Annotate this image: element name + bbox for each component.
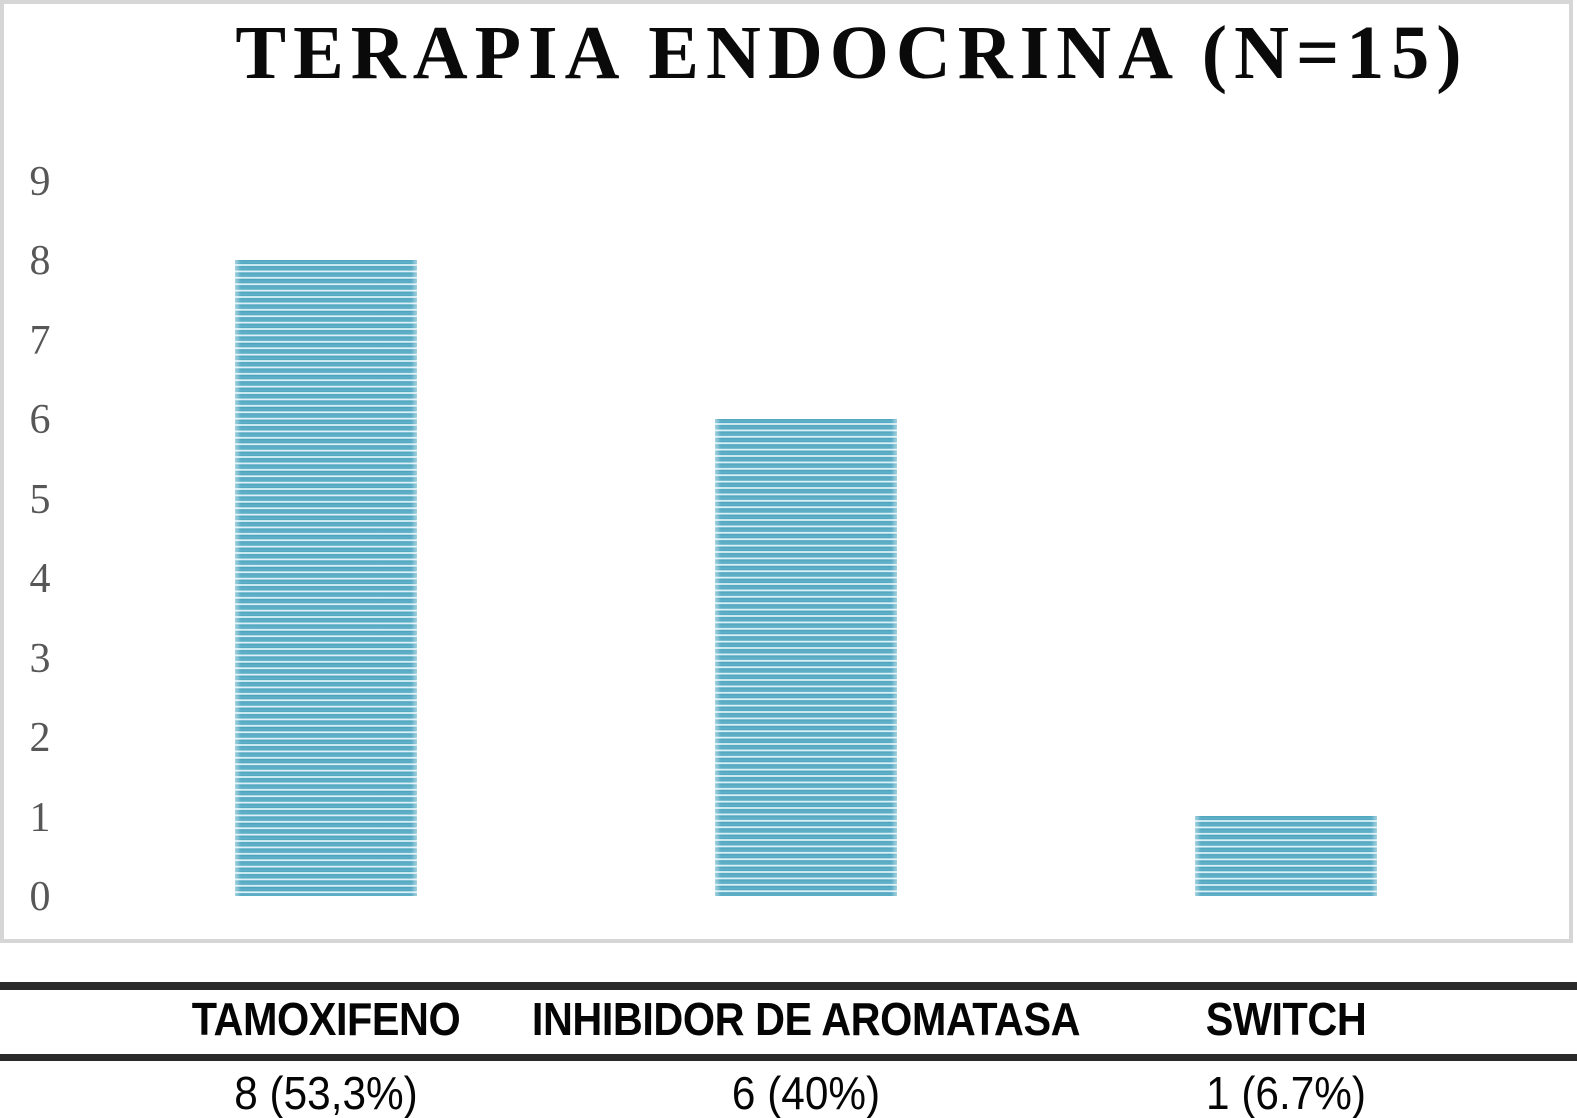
category-label-tamoxifeno: TAMOXIFENO (191, 993, 461, 1045)
y-tick-label-9: 9 (29, 158, 51, 205)
category-label-inhibidor-de-aromatasa: INHIBIDOR DE AROMATASA (531, 993, 1081, 1045)
y-tick-label-2: 2 (29, 715, 51, 761)
bar-tamoxifeno (235, 260, 417, 896)
separator-line-bottom (0, 1054, 1577, 1061)
separator-line-top (0, 982, 1577, 990)
y-tick-label-6: 6 (29, 397, 51, 443)
y-tick-label-4: 4 (29, 556, 51, 602)
chart-title: TERAPIA ENDOCRINA (N=15) (235, 11, 1469, 95)
value-label-tamoxifeno: 8 (53,3%) (234, 1067, 418, 1118)
y-tick-label-1: 1 (29, 794, 51, 841)
y-tick-label-5: 5 (29, 476, 51, 523)
bar-switch (1195, 816, 1377, 896)
bar-inhibidor-de-aromatasa (715, 419, 897, 896)
y-tick-label-7: 7 (29, 317, 51, 364)
category-label-switch: SWITCH (1205, 993, 1367, 1045)
y-tick-label-3: 3 (29, 635, 51, 682)
y-tick-label-8: 8 (29, 238, 51, 284)
value-label-switch: 1 (6.7%) (1206, 1067, 1366, 1118)
value-label-inhibidor-de-aromatasa: 6 (40%) (731, 1067, 881, 1118)
y-tick-label-0: 0 (29, 874, 51, 920)
